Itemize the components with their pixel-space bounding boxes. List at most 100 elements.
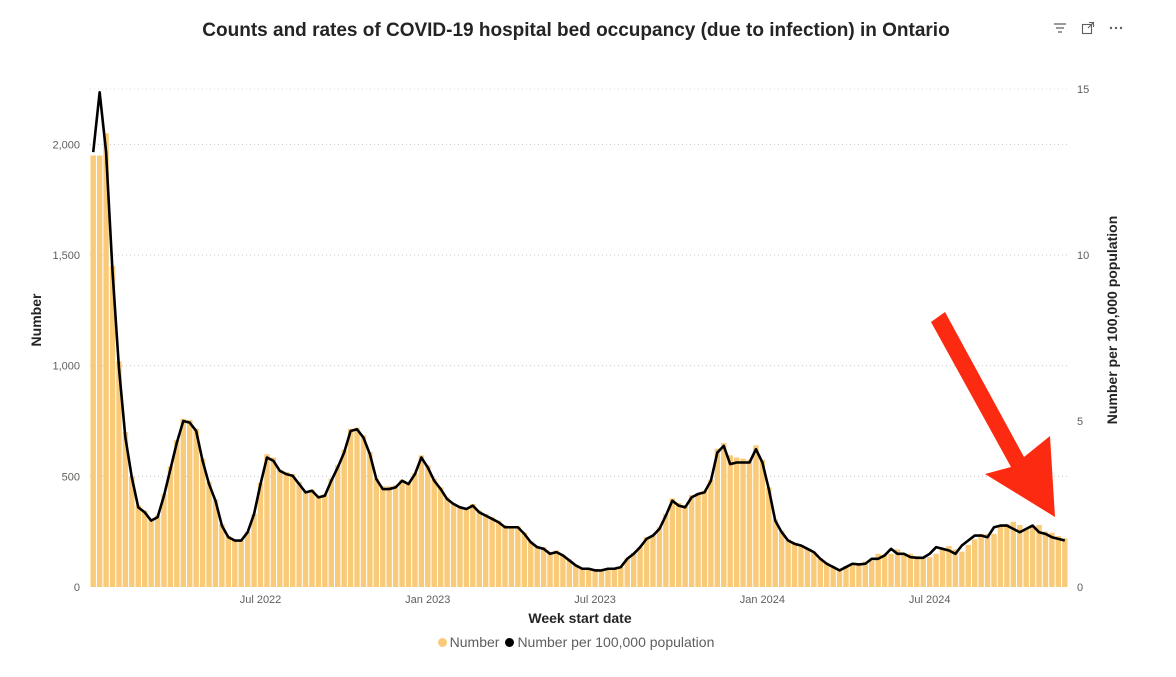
- y-left-tick-label: 1,000: [52, 361, 80, 373]
- bar: [682, 505, 688, 587]
- bar: [888, 553, 894, 587]
- y-right-tick-label: 0: [1077, 582, 1083, 594]
- bar: [399, 479, 405, 587]
- legend-label-number: Number: [449, 634, 500, 650]
- bar: [502, 525, 508, 587]
- bar: [959, 551, 965, 587]
- bar: [90, 155, 96, 587]
- bar: [746, 459, 753, 587]
- bar: [939, 548, 946, 587]
- bar: [277, 469, 283, 587]
- y-left-tick-label: 1,500: [52, 250, 80, 262]
- bar: [219, 523, 225, 587]
- rate-line: [91, 91, 1066, 572]
- x-tick-label: Jul 2022: [240, 594, 282, 606]
- bar: [360, 435, 367, 587]
- bar: [109, 266, 116, 587]
- bar: [676, 502, 682, 587]
- bar: [373, 478, 380, 587]
- bar: [714, 448, 721, 587]
- bar: [843, 565, 849, 587]
- bar: [283, 471, 289, 587]
- bar: [650, 534, 656, 587]
- bar: [759, 459, 766, 587]
- bar: [116, 361, 122, 587]
- bar: [251, 513, 257, 587]
- bar: [824, 562, 830, 587]
- bar: [225, 536, 232, 587]
- bar: [135, 505, 141, 587]
- more-options-icon[interactable]: [1108, 20, 1124, 36]
- bar: [418, 455, 425, 587]
- bar: [380, 486, 386, 587]
- bar: [598, 569, 605, 587]
- x-tick-label: Jul 2023: [574, 594, 616, 606]
- filter-icon[interactable]: [1052, 20, 1068, 36]
- bar: [444, 497, 450, 587]
- bar: [528, 541, 534, 587]
- bar: [856, 563, 862, 587]
- bar: [862, 561, 869, 587]
- bar: [489, 517, 495, 587]
- chart-title: Counts and rates of COVID-19 hospital be…: [202, 20, 950, 41]
- y-right-tick-label: 10: [1077, 250, 1089, 262]
- bar: [914, 556, 920, 587]
- bar: [264, 454, 270, 587]
- bar: [926, 557, 933, 587]
- bar: [463, 508, 470, 587]
- bar: [778, 530, 785, 587]
- bar: [618, 567, 624, 587]
- bar: [1004, 523, 1010, 587]
- visual-toolbar: [1052, 20, 1124, 36]
- line-series-rate: [91, 91, 1066, 572]
- y-right-tick-label: 5: [1077, 416, 1083, 428]
- bar: [836, 569, 843, 587]
- bar: [984, 533, 991, 587]
- legend-swatch-number: [437, 637, 447, 647]
- bar: [637, 547, 643, 587]
- legend-item-number[interactable]: Number: [437, 634, 500, 650]
- bar: [881, 554, 888, 587]
- bar: [811, 551, 817, 587]
- legend: Number Number per 100,000 population: [0, 634, 1152, 650]
- bar: [965, 544, 971, 587]
- bar: [367, 452, 373, 587]
- bar: [721, 443, 727, 587]
- bar: [412, 473, 418, 587]
- bar: [849, 564, 856, 587]
- bar: [1010, 521, 1017, 587]
- bar: [991, 533, 997, 587]
- bar: [1055, 536, 1062, 587]
- bar: [495, 520, 502, 587]
- bar: [952, 549, 959, 587]
- bar: [817, 558, 823, 587]
- legend-item-rate[interactable]: Number per 100,000 population: [505, 634, 714, 650]
- bar: [566, 559, 573, 587]
- bar: [547, 552, 553, 587]
- bar: [167, 466, 174, 587]
- bar: [257, 482, 264, 587]
- bar: [708, 479, 714, 587]
- bar: [804, 548, 811, 587]
- bar: [103, 133, 109, 587]
- bar: [630, 552, 637, 587]
- bar: [611, 568, 618, 587]
- bar: [688, 495, 695, 587]
- bar: [322, 494, 328, 587]
- bar: [328, 478, 334, 587]
- y-left-tick-label: 2,000: [52, 139, 80, 151]
- bar: [772, 519, 778, 587]
- bar: [1017, 525, 1023, 587]
- bar: [701, 490, 708, 587]
- bar: [270, 457, 277, 587]
- bar: [335, 465, 341, 587]
- bar: [592, 569, 598, 587]
- bar: [341, 449, 347, 587]
- bar: [1062, 538, 1068, 587]
- bar: [187, 419, 193, 587]
- bar: [901, 554, 907, 587]
- bar: [450, 502, 457, 587]
- bar: [315, 496, 322, 587]
- bar: [431, 478, 437, 587]
- focus-mode-icon[interactable]: [1080, 20, 1096, 36]
